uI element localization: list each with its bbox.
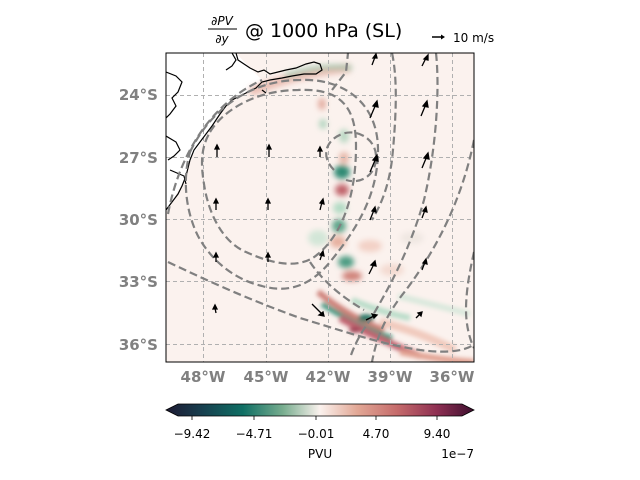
quiver-key: 10 m/s: [432, 31, 494, 45]
contour-middle: [184, 78, 380, 290]
colorbar-tick-label: −0.01: [298, 427, 335, 441]
wind-arrow: [365, 313, 379, 321]
lat-tick-36S: 36°S: [119, 336, 158, 354]
wind-arrow: [265, 143, 273, 157]
wind-arrow: [212, 197, 220, 210]
lat-tick-30S: 30°S: [119, 211, 158, 229]
colorbar-strip: [165, 403, 475, 417]
contour-east-c: [464, 251, 474, 349]
wind-arrow: [421, 205, 428, 219]
pv-gradient-field: [248, 63, 474, 362]
coastline: [166, 53, 323, 211]
wind-arrow: [212, 251, 220, 262]
colorbar-exponent: 1e−7: [441, 447, 474, 461]
lon-tick-39W: 39°W: [368, 368, 413, 386]
contour-inner: [200, 88, 358, 265]
wind-arrow: [421, 257, 428, 271]
lat-tick-33S: 33°S: [119, 273, 158, 291]
plot-title: ∂PV ∂y @ 1000 hPa (SL): [208, 14, 402, 46]
lon-tick-48W: 48°W: [181, 368, 226, 386]
wind-arrow: [318, 249, 325, 261]
lat-tick-labels: 24°S 27°S 30°S 33°S 36°S: [119, 86, 158, 354]
contour-south-link: [309, 261, 365, 311]
contour-north-a: [331, 53, 350, 91]
wind-vectors: [211, 53, 430, 321]
contour-east-b: [370, 139, 474, 362]
lat-tick-24S: 24°S: [119, 86, 158, 104]
wind-arrow: [369, 153, 379, 173]
lon-tick-42W: 42°W: [306, 368, 351, 386]
map-content: [166, 53, 474, 362]
wind-arrow: [421, 151, 430, 169]
wind-arrow: [264, 251, 272, 262]
colorbar-tick-label: 9.40: [424, 427, 451, 441]
colorbar-label: PVU: [308, 447, 332, 461]
wind-arrow: [213, 143, 221, 157]
contour-southern: [167, 261, 474, 353]
colorbar-tick-label: −9.42: [174, 427, 211, 441]
wind-arrow: [371, 53, 378, 66]
colorbar-ticks: [191, 416, 438, 420]
quiver-key-label: 10 m/s: [453, 31, 494, 45]
lon-tick-36W: 36°W: [430, 368, 475, 386]
map-frame: [165, 52, 475, 363]
quiver-key-arrowhead: [441, 34, 445, 40]
wind-arrow: [369, 205, 377, 221]
title-text: @ 1000 hPa (SL): [245, 20, 402, 42]
contour-east-a: [348, 53, 439, 359]
colorbar-tick-label: 4.70: [363, 427, 390, 441]
wind-arrow: [368, 259, 377, 275]
colorbar: −9.42 −4.71 −0.01 4.70 9.40 PVU 1e−7: [165, 403, 475, 461]
contour-north-b: [371, 53, 397, 221]
title-denominator: ∂y: [215, 32, 229, 46]
wind-arrow: [264, 197, 272, 210]
contour-west: [166, 79, 263, 215]
lat-tick-27S: 27°S: [119, 149, 158, 167]
lon-tick-labels: 48°W 45°W 42°W 39°W 36°W: [181, 368, 475, 386]
wind-arrow: [421, 53, 429, 67]
wind-arrow: [420, 99, 429, 117]
map-gridlines: [166, 53, 474, 362]
wind-arrow: [316, 145, 324, 157]
wind-arrow: [369, 99, 379, 119]
colorbar-tick-label: −4.71: [236, 427, 273, 441]
wind-arrow: [318, 197, 325, 211]
map-panel: [165, 52, 475, 363]
wind-arrow: [415, 311, 423, 319]
title-numerator: ∂PV: [211, 14, 233, 28]
wind-arrow: [211, 303, 219, 314]
pressure-contours: [166, 53, 474, 362]
lon-tick-45W: 45°W: [244, 368, 289, 386]
wind-arrow: [311, 303, 325, 317]
land-area: [166, 53, 262, 212]
